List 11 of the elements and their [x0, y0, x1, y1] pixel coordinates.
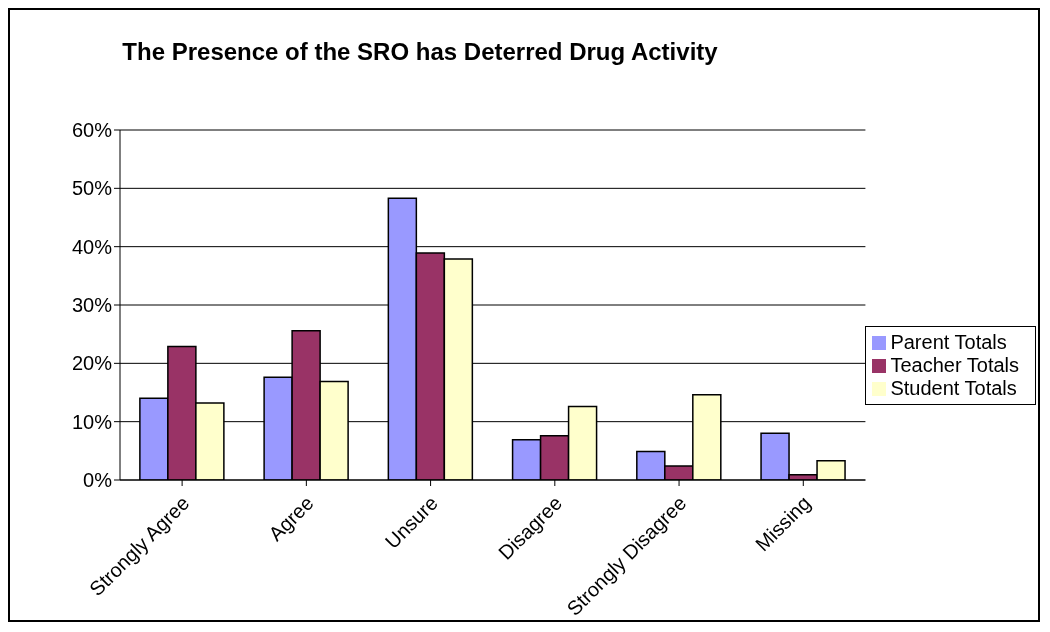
- legend-label: Teacher Totals: [890, 353, 1019, 376]
- y-tick-label: 60%: [71, 119, 113, 142]
- legend-label: Student Totals: [890, 376, 1017, 399]
- y-tick-label: 50%: [71, 177, 113, 200]
- legend-label: Parent Totals: [890, 330, 1007, 353]
- y-tick-label: 0%: [83, 469, 113, 492]
- y-tick-label: 30%: [71, 294, 113, 317]
- y-tick-label: 40%: [71, 235, 113, 258]
- chart-title: The Presence of the SRO has Deterred Drug Activity: [121, 38, 719, 66]
- y-tick-label: 10%: [71, 410, 113, 433]
- y-tick-label: 20%: [71, 352, 113, 375]
